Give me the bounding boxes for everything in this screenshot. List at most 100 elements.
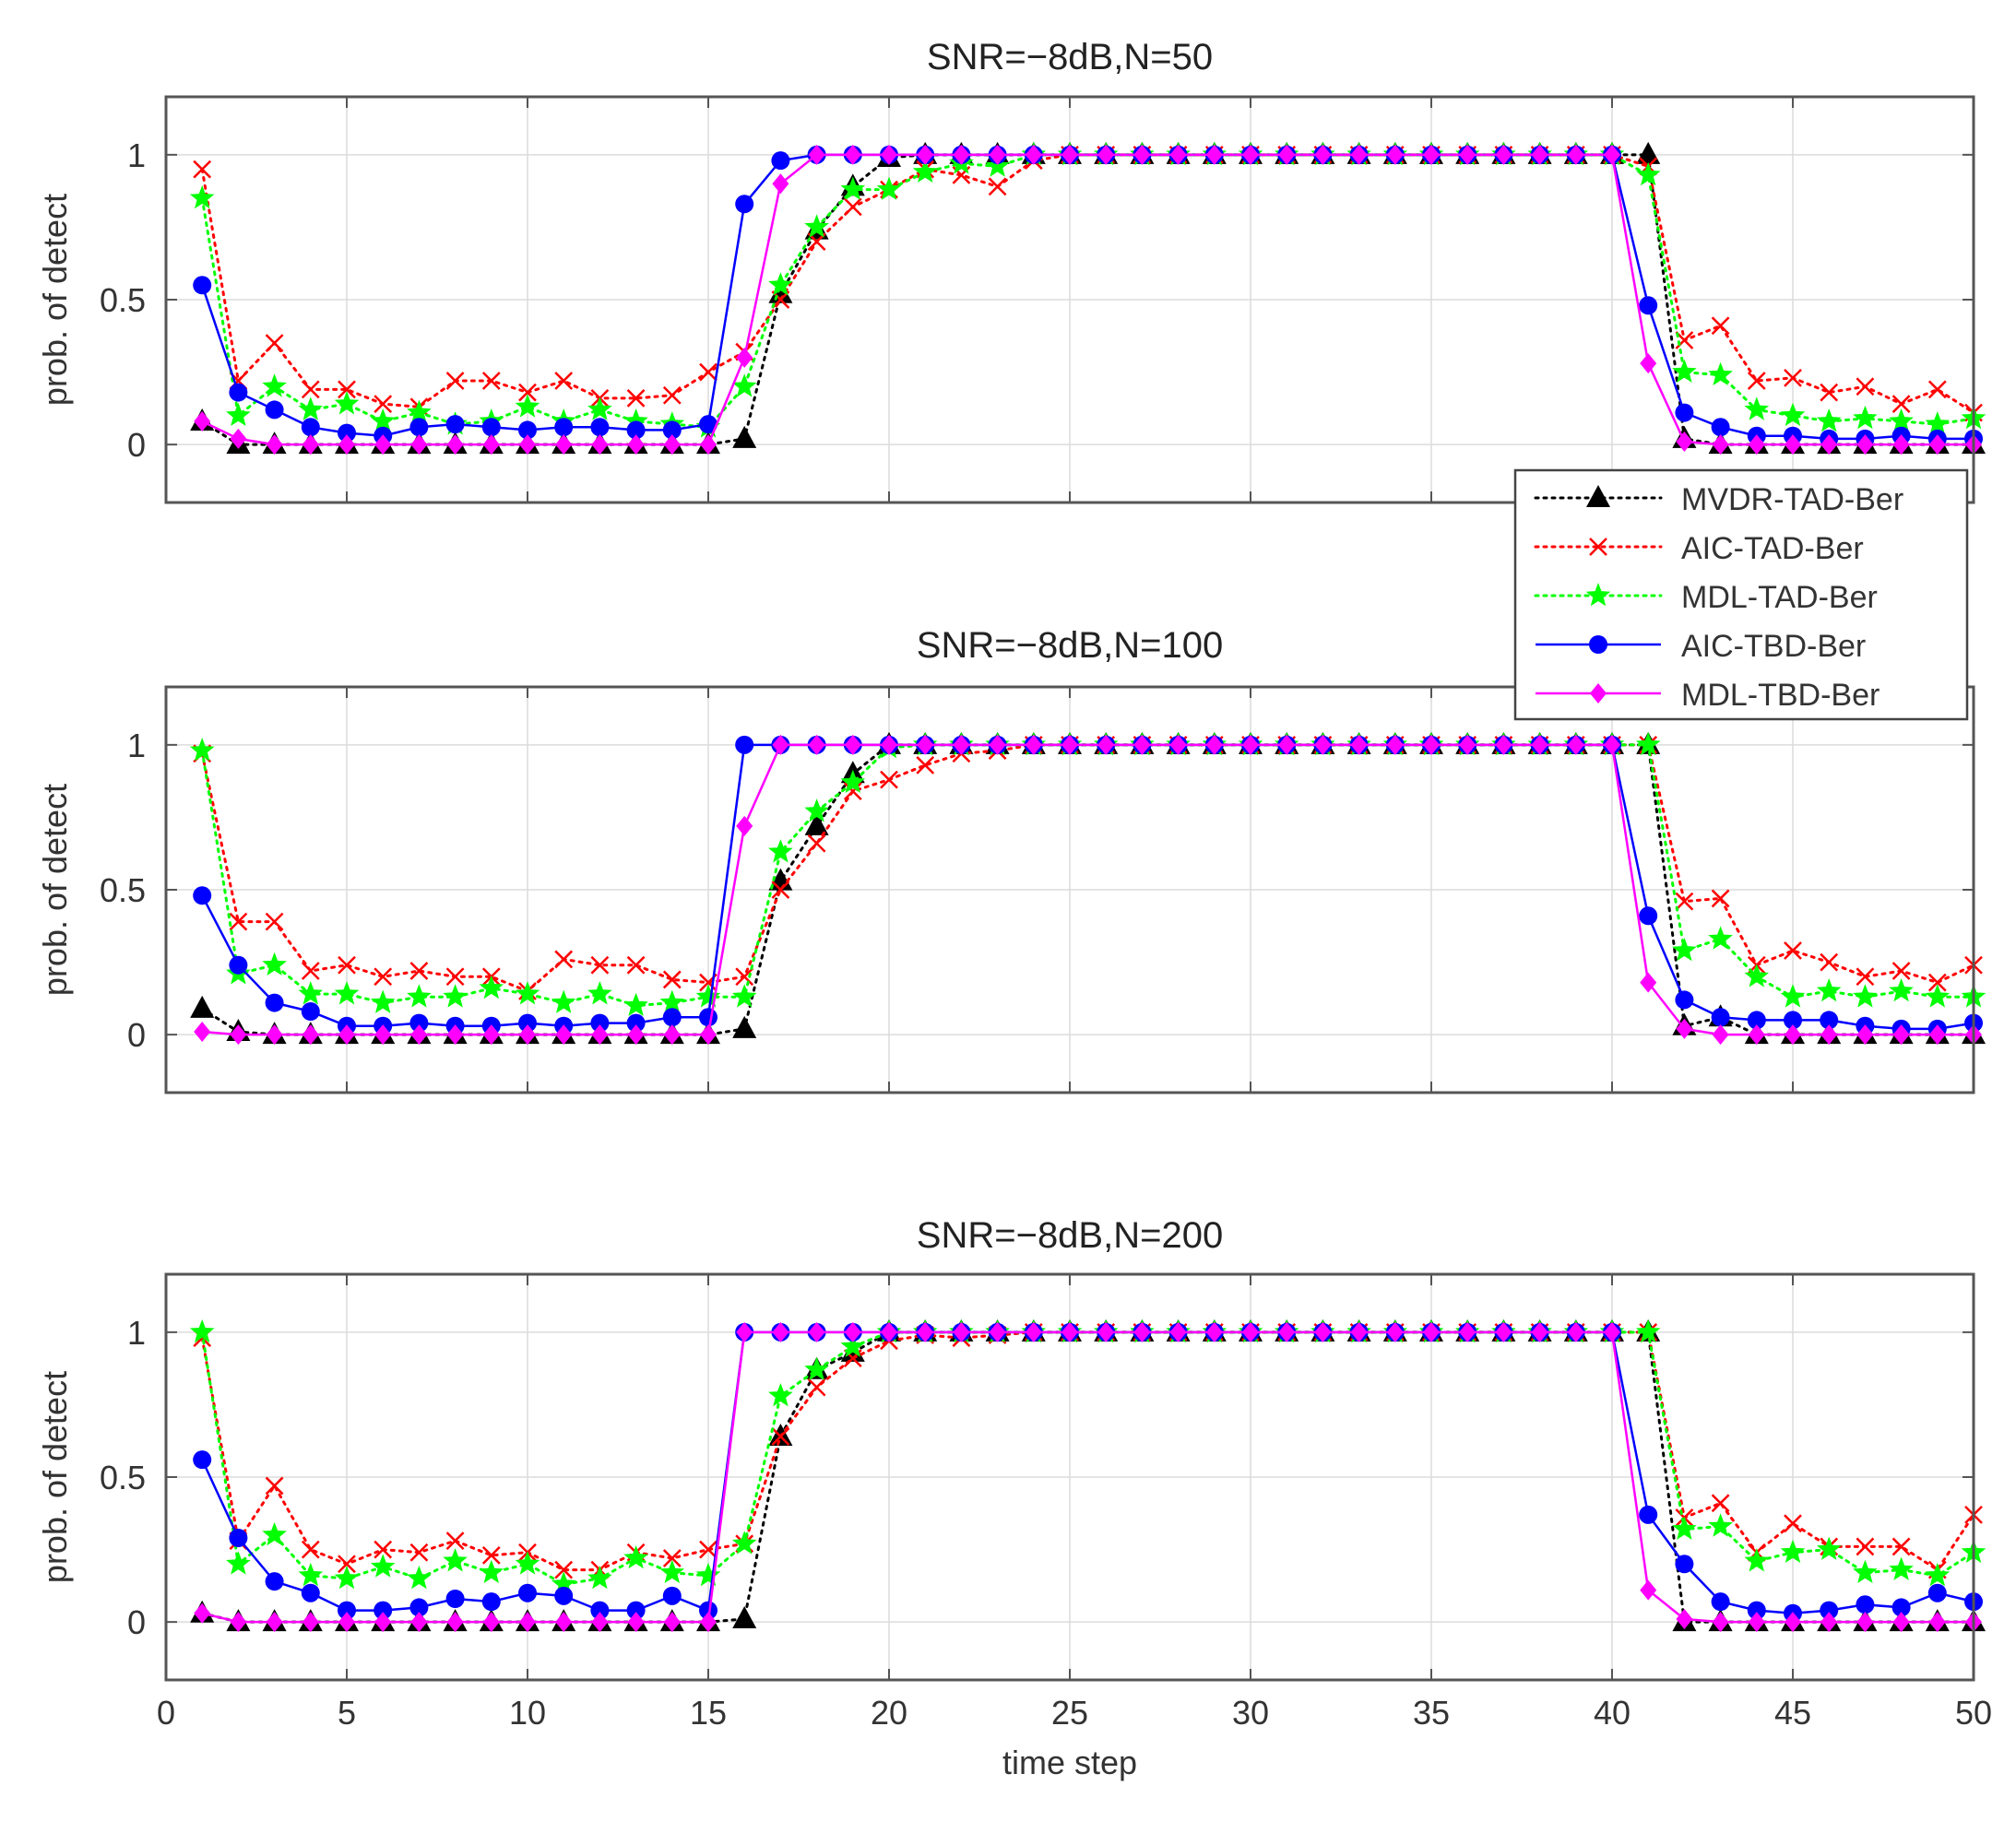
data-point [1672,359,1697,383]
data-point [1169,1321,1187,1342]
data-point [555,1612,573,1633]
y-tick-label: 0.5 [100,871,146,909]
data-point [518,1583,537,1602]
legend-marker [1589,538,1607,556]
data-point [1495,1321,1512,1342]
data-point [627,434,645,455]
data-point [265,993,284,1012]
data-point [407,984,432,1008]
data-point [844,1321,861,1342]
data-point [1675,990,1694,1010]
data-point [1386,1321,1404,1342]
data-point [662,1008,682,1027]
legend-entry: AIC-TBD-Ber [1536,629,1866,664]
data-point [1927,380,1947,399]
data-point [338,423,356,443]
data-point [1853,984,1878,1008]
data-point [189,185,215,209]
data-point [699,362,717,382]
data-point [1780,402,1806,426]
data-point [229,912,248,931]
data-point [409,962,429,980]
data-point [1889,408,1914,432]
legend-label: AIC-TBD-Ber [1681,629,1866,664]
data-point [1675,1555,1694,1574]
data-point [229,383,248,402]
data-point [410,434,428,455]
data-point [1744,1548,1770,1572]
data-point [1747,1011,1766,1030]
data-point [1744,396,1770,420]
data-point [1205,1321,1223,1342]
data-point [772,173,789,195]
data-point [226,402,251,426]
y-tick-label: 1 [127,1314,146,1352]
data-point [1820,1601,1839,1620]
data-point [768,272,793,296]
data-point [554,1586,574,1605]
data-point [587,981,612,1005]
data-point [804,812,829,835]
data-point [699,415,717,434]
data-point [1785,1612,1801,1633]
data-point [662,385,682,405]
data-point [662,1549,682,1567]
data-point [410,1024,428,1046]
panel-2: SNR=−8dB,N=100 0 0.5 1 prob. of detect [36,625,1986,1094]
data-point [627,1024,645,1046]
data-point [699,1540,717,1559]
data-point [1784,941,1802,960]
data-point [519,1612,536,1633]
data-point [808,144,825,165]
panel-title: SNR=−8dB,N=50 [927,37,1213,77]
data-point [554,1560,574,1579]
data-point [1097,734,1115,755]
data-point [1567,144,1584,165]
data-point [265,1476,284,1496]
data-point [1350,734,1368,755]
data-point [374,1024,392,1046]
data-point [1635,1318,1661,1343]
data-point [374,434,392,455]
data-point [1639,1505,1658,1524]
data-point [1495,144,1512,165]
data-point [1604,144,1620,165]
data-point [844,734,861,755]
data-point [804,214,829,238]
data-point [1712,1024,1729,1046]
data-point [445,967,465,987]
data-point [409,1543,429,1562]
data-point [735,195,754,214]
data-point [1350,144,1368,165]
data-point [409,1013,429,1033]
data-point [301,1540,320,1559]
data-point [626,420,646,440]
data-point [623,408,648,432]
legend-entry: MDL-TBD-Ber [1536,678,1880,713]
series-line [200,743,1975,993]
data-point [1025,734,1042,755]
data-point [1820,1612,1838,1633]
data-point [554,372,574,390]
data-point [590,1013,610,1033]
data-point [1061,144,1078,165]
data-point [551,1571,576,1595]
data-point [515,394,540,418]
data-point [1025,1321,1042,1342]
data-point [844,144,861,165]
data-point [1133,1321,1151,1342]
data-point [230,1024,247,1046]
data-point [591,1024,609,1046]
data-point [266,434,283,455]
data-point [194,1022,211,1042]
data-point [659,989,685,1013]
data-point [1748,1024,1765,1046]
data-point [953,144,970,165]
legend: MVDR-TAD-Ber AIC-TAD-Ber MDL-TAD-Ber AIC-TB… [1513,468,1969,721]
legend-label: MDL-TBD-Ber [1681,678,1880,713]
data-point [302,1024,319,1046]
data-point [1205,734,1223,755]
data-point [1784,1011,1802,1030]
